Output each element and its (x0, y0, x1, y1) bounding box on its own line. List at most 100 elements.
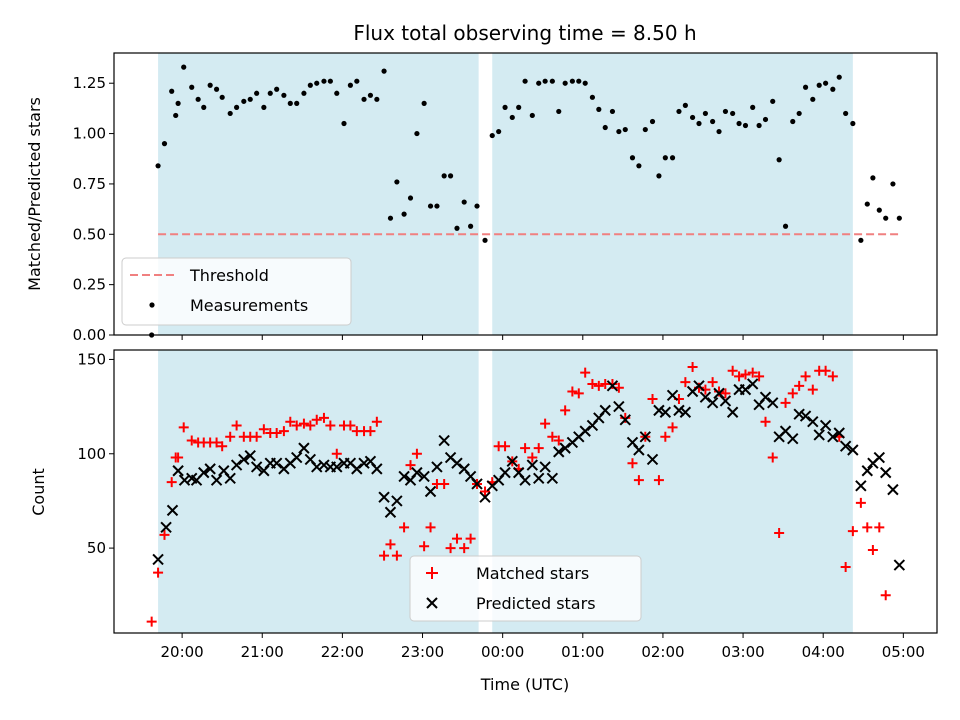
predicted-star-point (659, 406, 672, 418)
matched-star-point (714, 386, 725, 397)
measurement-point (441, 173, 447, 179)
measurement-point (858, 237, 864, 243)
measurement-point (750, 104, 756, 110)
predicted-star-point (819, 419, 832, 432)
matched-star-point (647, 394, 658, 405)
measurement-point (267, 90, 273, 96)
threshold-legend-label: Threshold (189, 266, 269, 285)
measurement-point (823, 80, 829, 86)
measurement-point (155, 163, 161, 169)
predicted-star-point (726, 406, 739, 418)
predicted-star-point (719, 395, 732, 407)
measurement-point (542, 78, 548, 84)
matched-star-point (820, 365, 831, 376)
matched-star-point (540, 418, 551, 429)
predicted-star-point (298, 442, 310, 454)
measurement-point (529, 112, 535, 119)
measurement-point (762, 116, 769, 123)
predicted-star-point (693, 380, 705, 392)
predicted-star-point (619, 414, 631, 426)
top-y-tick-label: 1.25 (73, 74, 106, 92)
predicted-star-point (451, 457, 463, 469)
matched-star-point (760, 416, 771, 427)
matched-star-point (311, 414, 322, 425)
matched-star-point (587, 378, 598, 389)
matched-star-point (345, 420, 356, 431)
matched-star-point (573, 388, 584, 399)
matched-star-point (298, 418, 309, 429)
predicted-star-point (160, 521, 172, 534)
predicted-star-point (384, 506, 397, 518)
measurement-point (227, 110, 233, 117)
matched-star-point (231, 420, 242, 431)
measurement-point (175, 100, 181, 106)
matched-stars-points (147, 362, 891, 627)
measurement-point (496, 128, 502, 135)
predicted-star-point (893, 559, 906, 571)
matched-star-point (331, 448, 342, 459)
matched-star-point (667, 422, 678, 433)
predicted-star-point (739, 383, 752, 396)
matched-star-point (807, 384, 818, 395)
measurement-point (776, 157, 782, 163)
x-tick-label: 21:00 (241, 643, 284, 661)
predicted-star-point (411, 466, 423, 479)
measurement-point (361, 96, 367, 102)
predicted-star-point (633, 444, 645, 456)
x-axis-label: Time (UTC) (480, 675, 569, 694)
predicted-star-point (679, 406, 692, 418)
predicted-star-point (398, 470, 410, 483)
measurement-point (602, 124, 608, 131)
predicted-star-point (599, 404, 611, 417)
bottom-y-axis-label: Count (29, 468, 48, 516)
measurement-point (722, 108, 729, 115)
measurement-point (261, 104, 267, 110)
measurement-point (334, 90, 340, 96)
measurement-point (730, 110, 736, 117)
measurement-point (387, 215, 394, 221)
matched-legend-label: Matched stars (476, 564, 589, 583)
measurement-point (195, 96, 201, 102)
predicted-star-point (250, 461, 263, 473)
top-y-tick-label: 0.00 (73, 326, 106, 344)
predicted-star-point (479, 491, 491, 503)
measurement-point (642, 126, 648, 133)
bottom-y-ticks: 50 100 150 (77, 350, 114, 557)
measurement-point (489, 132, 495, 139)
measurement-point (742, 122, 749, 129)
predicted-star-point (533, 472, 545, 485)
measurement-point (207, 82, 213, 88)
measurement-point (314, 80, 320, 86)
predicted-star-point (579, 425, 591, 437)
measurement-point (843, 110, 849, 117)
matched-star-point (867, 544, 878, 555)
matched-star-point (225, 431, 236, 442)
matched-star-point (767, 452, 778, 463)
matched-star-point (653, 475, 664, 486)
bottom-legend: Matched stars Predicted stars (409, 555, 642, 622)
matched-star-point (747, 367, 758, 378)
predicted-star-point (291, 451, 303, 464)
bottom-y-tick-label: 100 (77, 445, 106, 463)
predicted-star-point (653, 404, 665, 417)
measurement-point (616, 128, 622, 135)
measurement-point (327, 78, 333, 84)
measurement-point (502, 104, 508, 110)
measurement-point (468, 223, 474, 229)
x-tick-label: 03:00 (721, 643, 764, 661)
measurement-point (896, 215, 902, 221)
matched-star-point (727, 365, 738, 376)
measurement-point (576, 78, 582, 84)
predicted-star-point (210, 474, 223, 486)
matched-star-point (146, 616, 157, 627)
matched-star-point (734, 371, 745, 382)
predicted-star-point (204, 463, 216, 475)
top-y-tick-label: 0.75 (73, 175, 106, 193)
measurement-point (354, 78, 360, 84)
measurement-point (609, 108, 616, 115)
predicted-star-point (152, 553, 164, 566)
matched-star-point (774, 528, 785, 539)
matched-star-point (827, 371, 838, 382)
measurement-point (582, 80, 588, 86)
measurement-point (890, 181, 896, 187)
